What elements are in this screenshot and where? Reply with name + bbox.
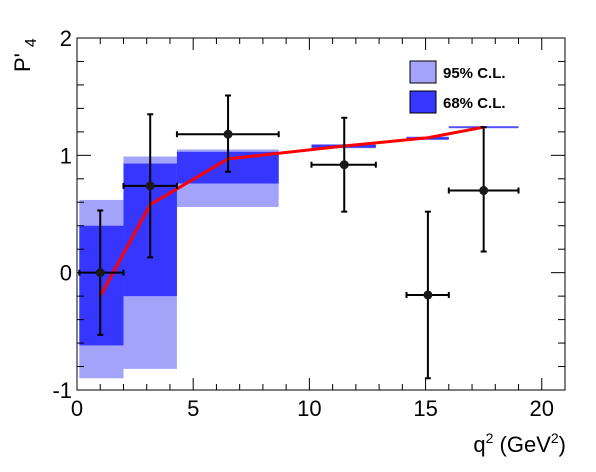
data-point-2 — [175, 94, 280, 173]
y-tick-label: -1 — [52, 378, 72, 403]
x-tick-label: 15 — [413, 396, 437, 421]
data-marker — [223, 129, 233, 139]
data-marker — [339, 160, 349, 170]
x-axis-title-base: q — [473, 432, 485, 457]
legend-swatch-95 — [409, 60, 437, 84]
legend-swatch-68 — [409, 90, 437, 114]
legend-label-68: 68% C.L. — [443, 95, 506, 112]
x-tick-label: 0 — [71, 396, 83, 421]
x-tick-label: 10 — [297, 396, 321, 421]
x-tick-label: 5 — [187, 396, 199, 421]
y-tick-label: 1 — [60, 143, 72, 168]
y-axis-title-base: P' — [10, 53, 35, 72]
data-marker — [145, 181, 155, 191]
y-tick-label: 2 — [60, 26, 72, 51]
x-axis-title-unit-open: (GeV — [493, 432, 551, 457]
x-axis-title-unit-sup: 2 — [551, 430, 559, 446]
data-point-3 — [310, 116, 377, 213]
plot-frame — [76, 37, 566, 391]
y-axis-title-sub: 4 — [23, 38, 40, 47]
data-point-4 — [405, 210, 450, 380]
x-axis-title-unit-close: ) — [559, 432, 566, 457]
data-marker — [95, 268, 105, 278]
data-point-1 — [122, 113, 178, 259]
y-tick-label: 0 — [60, 261, 72, 286]
x-axis-title-sup: 2 — [486, 430, 494, 446]
data-marker — [479, 186, 489, 196]
y-axis-title: P' 4 — [10, 38, 40, 72]
ticks-group — [76, 37, 566, 391]
data-points-group — [78, 94, 520, 380]
data-point-5 — [447, 126, 520, 253]
x-tick-label: 20 — [530, 396, 554, 421]
x-axis-title: q2 (GeV2) — [473, 430, 566, 457]
legend: 95% C.L. 68% C.L. — [409, 60, 506, 114]
theory-line — [98, 125, 484, 297]
theory-line-group — [98, 125, 484, 297]
data-marker — [423, 290, 433, 300]
legend-label-95: 95% C.L. — [443, 65, 506, 82]
band-68-bin-0 — [79, 225, 124, 346]
